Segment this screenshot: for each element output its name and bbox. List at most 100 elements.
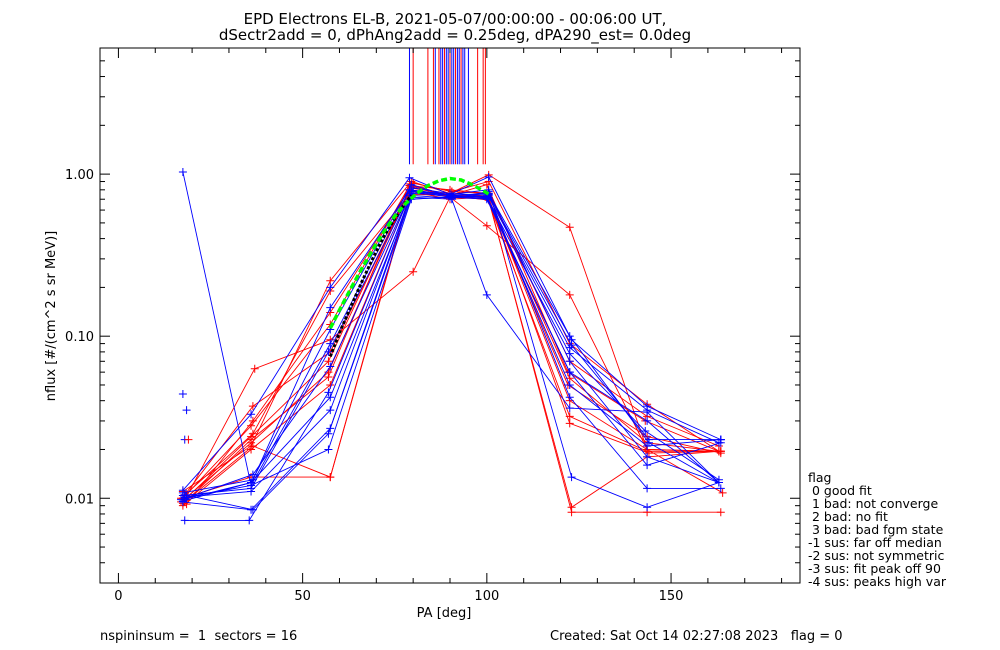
legend-item-7: -4 sus: peaks high var — [808, 574, 947, 589]
series-23-point-7 — [644, 438, 653, 447]
series-22-point-4 — [446, 193, 454, 202]
x-tick-label-1: 50 — [294, 589, 311, 604]
legend-item-2: 2 bad: no fit — [808, 509, 888, 524]
series-13-point-1 — [245, 516, 254, 525]
series-7-point-6 — [565, 290, 574, 299]
legend-title: flag — [808, 470, 831, 485]
series-15-point-6 — [565, 404, 574, 413]
x-tick-label-3: 150 — [659, 589, 684, 604]
scatter-point-1 — [182, 406, 191, 415]
series-9-point-6 — [567, 503, 576, 512]
vertical-lines-group — [408, 48, 486, 165]
series-12-point-0 — [178, 168, 187, 177]
footer-left: nspininsum = 1 sectors = 16 — [100, 629, 297, 644]
legend-item-4: -1 sus: far off median — [808, 535, 942, 550]
series-23-point-2 — [326, 393, 335, 402]
series-15-point-5 — [482, 290, 491, 299]
series-5-point-5 — [482, 180, 491, 189]
series-10-point-1 — [248, 442, 257, 451]
series-21-point-0 — [178, 488, 187, 497]
series-group — [177, 168, 727, 525]
series-7-point-2 — [324, 357, 333, 366]
scatter-point-0 — [178, 389, 187, 398]
series-10-point-7 — [644, 449, 653, 458]
series-19-point-6 — [565, 357, 574, 366]
scatter-point-3 — [184, 435, 193, 444]
series-4-point-1 — [248, 416, 257, 425]
series-21-point-6 — [567, 473, 576, 482]
fit-curve — [328, 176, 492, 329]
legend-item-3: 3 bad: bad fgm state — [808, 522, 944, 537]
series-1-point-1 — [248, 402, 257, 411]
y-tick-label-2: 1.00 — [65, 168, 94, 183]
flag-legend: flag 0 good fit 1 bad: not converge 2 ba… — [808, 470, 947, 589]
series-13-point-7 — [643, 416, 652, 425]
series-line-6 — [182, 174, 723, 494]
series-18-point-6 — [567, 341, 576, 350]
legend-item-0: 0 good fit — [808, 483, 872, 498]
chart-title-line2: dSectr2add = 0, dPhAng2add = 0.25deg, dP… — [219, 26, 691, 45]
series-8-point-1 — [250, 364, 259, 373]
series-line-0 — [182, 185, 720, 499]
x-tick-label-2: 100 — [474, 589, 499, 604]
series-6-point-8 — [718, 488, 727, 497]
series-line-10 — [184, 182, 721, 503]
series-11-point-2 — [324, 372, 333, 381]
series-16-point-7 — [643, 484, 652, 493]
series-14-point-1 — [247, 410, 256, 419]
series-18-point-0 — [177, 495, 186, 504]
series-line-13 — [184, 191, 720, 521]
series-16-point-2 — [326, 424, 335, 433]
series-8-point-3 — [409, 267, 418, 276]
chart-title-line1: EPD Electrons EL-B, 2021-05-07/00:00:00 … — [244, 10, 667, 28]
y-tick-label-0: 0.01 — [65, 492, 94, 507]
series-11-point-1 — [247, 435, 256, 444]
series-10-point-6 — [565, 419, 574, 428]
series-19-point-2 — [324, 347, 333, 356]
curves-group — [328, 176, 492, 357]
series-6-point-2 — [326, 276, 335, 285]
series-14-point-2 — [326, 283, 335, 292]
series-7-point-5 — [482, 221, 491, 230]
series-17-point-2 — [326, 406, 335, 415]
y-tick-label-1: 0.10 — [65, 330, 94, 345]
series-23-point-0 — [178, 497, 187, 506]
legend-item-5: -2 sus: not symmetric — [808, 548, 944, 563]
series-11-point-8 — [714, 447, 723, 456]
series-16-point-1 — [247, 505, 256, 514]
series-line-14 — [182, 176, 721, 491]
series-22-point-2 — [324, 445, 333, 454]
series-18-point-2 — [326, 362, 335, 371]
series-22-point-7 — [643, 442, 652, 451]
legend-item-1: 1 bad: not converge — [808, 496, 938, 511]
series-23-point-1 — [247, 478, 256, 487]
series-23-point-4 — [447, 191, 456, 200]
series-20-point-6 — [565, 368, 574, 377]
series-15-point-2 — [324, 429, 333, 438]
series-13-point-0 — [180, 516, 189, 525]
series-22-point-8 — [716, 435, 725, 444]
series-16-point-8 — [716, 484, 725, 493]
series-20-point-7 — [643, 461, 652, 470]
series-22-point-6 — [565, 380, 574, 389]
axes-group: 0 50 100 150 0.01 0.10 1.00 — [65, 47, 800, 604]
series-line-12 — [182, 171, 720, 487]
series-23-point-3 — [409, 187, 418, 196]
series-21-point-3 — [405, 185, 414, 194]
series-20-point-3 — [407, 180, 416, 189]
series-10-point-2 — [326, 473, 335, 482]
x-tick-label-0: 0 — [114, 589, 122, 604]
series-21-point-2 — [326, 303, 335, 312]
series-13-point-2 — [324, 388, 333, 397]
series-15-point-7 — [643, 408, 652, 417]
series-23-point-8 — [714, 478, 723, 487]
series-line-18 — [180, 187, 721, 501]
footer-right: Created: Sat Oct 14 02:27:08 2023 flag =… — [550, 629, 843, 644]
series-6-point-6 — [565, 223, 574, 232]
legend-item-6: -3 sus: fit peak off 90 — [808, 561, 941, 576]
series-21-point-7 — [643, 503, 652, 512]
series-17-point-6 — [565, 349, 574, 358]
series-line-8 — [182, 196, 721, 513]
x-axis-label: PA [deg] — [417, 606, 472, 621]
